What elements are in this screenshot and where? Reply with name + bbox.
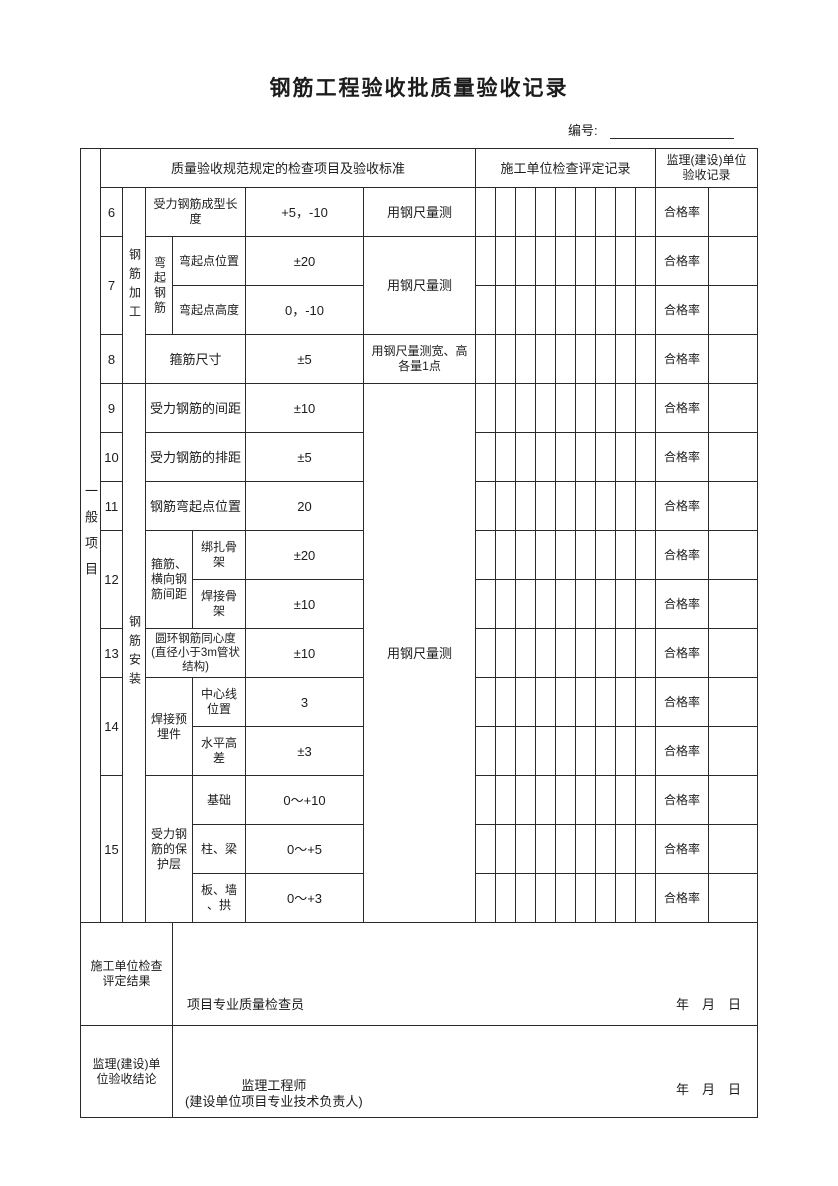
spec-level-difference: ±3 [245,726,363,775]
row-number-13: 13 [100,628,122,677]
method-row8: 用钢尺量测宽、高 各量1点 [363,334,475,383]
pass-rate-cell: 合格率 [655,432,708,481]
spec-bend-start-position: 20 [245,481,363,530]
spec-foundation: 0～+10 [245,775,363,824]
spec-stirrup-size: ±5 [245,334,363,383]
group-rebar-cover: 受力钢 筋的保 护层 [145,775,192,922]
pass-rate-cell: 合格率 [655,873,708,922]
spec-welded-skeleton: ±10 [245,579,363,628]
construction-result-body: 项目专业质量检查员 年 月 日 [172,922,757,1025]
row-number-14: 14 [100,677,122,775]
item-formed-length: 受力钢筋成型长 度 [145,187,245,236]
spec-rebar-spacing: ±10 [245,383,363,432]
item-column-beam: 柱、梁 [192,824,245,873]
spec-rebar-row-spacing: ±5 [245,432,363,481]
category-steel-installation: 钢筋安装 [122,383,145,922]
item-rebar-spacing: 受力钢筋的间距 [145,383,245,432]
measurement-grid [475,187,655,922]
pass-rate-cell: 合格率 [655,187,708,236]
row-number-15: 15 [100,775,122,922]
item-bend-point-height: 弯起点高度 [172,285,245,334]
item-bend-point-position: 弯起点位置 [172,236,245,285]
header-construction-record: 施工单位检查评定记录 [475,148,655,187]
pass-rate-cell: 合格率 [655,481,708,530]
row-number-9: 9 [100,383,122,432]
date-placeholder: 年 月 日 [675,997,741,1012]
pass-rate-cell: 合格率 [655,530,708,579]
pass-rate-cell: 合格率 [655,579,708,628]
spec-formed-length: +5，-10 [245,187,363,236]
item-welded-skeleton: 焊接骨 架 [192,579,245,628]
supervision-record-column [708,187,757,922]
spec-bend-point-height: 0，-10 [245,285,363,334]
inspector-signature-label: 项目专业质量检查员 [187,997,305,1012]
group-welded-embedment: 焊接预 埋件 [145,677,192,775]
item-tied-skeleton: 绑扎骨 架 [192,530,245,579]
form-number-line [610,122,734,139]
pass-rate-cell: 合格率 [655,628,708,677]
row-number-10: 10 [100,432,122,481]
item-bend-start-position: 钢筋弯起点位置 [145,481,245,530]
category-steel-processing: 钢筋加工 [122,187,145,383]
col-general-items: 一般项目 [80,148,100,922]
row-number-7: 7 [100,236,122,334]
group-bent-rebar: 弯起钢筋 [145,236,172,334]
item-centerline-position: 中心线 位置 [192,677,245,726]
spec-slab-wall-arch: 0～+3 [245,873,363,922]
spec-centerline-position: 3 [245,677,363,726]
form-number-label: 编号: [568,123,598,138]
supervision-conclusion-label: 监理(建设)单 位验收结论 [80,1025,172,1118]
supervision-conclusion-body: 监理工程师 (建设单位项目专业技术负责人) 年 月 日 [172,1025,757,1118]
method-row7: 用钢尺量测 [363,236,475,334]
item-level-difference: 水平高 差 [192,726,245,775]
row-number-12: 12 [100,530,122,628]
item-slab-wall-arch: 板、墙 、拱 [192,873,245,922]
spec-bend-point-position: ±20 [245,236,363,285]
item-rebar-row-spacing: 受力钢筋的排距 [145,432,245,481]
pass-rate-cell: 合格率 [655,824,708,873]
pass-rate-cell: 合格率 [655,285,708,334]
engineer-signature-label: 监理工程师 (建设单位项目专业技术负责人) [185,1078,363,1109]
method-row6: 用钢尺量测 [363,187,475,236]
pass-rate-cell: 合格率 [655,383,708,432]
page-title: 钢筋工程验收批质量验收记录 [269,77,569,100]
item-ring-concentricity: 圆环钢筋同心度 (直径小于3m管状 结构) [145,628,245,677]
pass-rate-cell: 合格率 [655,334,708,383]
pass-rate-cell: 合格率 [655,677,708,726]
header-inspection-standards: 质量验收规范规定的检查项目及验收标准 [100,148,475,187]
group-stirrup-transverse-spacing: 箍筋、 横向钢 筋间距 [145,530,192,628]
row-number-6: 6 [100,187,122,236]
item-foundation: 基础 [192,775,245,824]
spec-tied-skeleton: ±20 [245,530,363,579]
row-number-8: 8 [100,334,122,383]
row-number-11: 11 [100,481,122,530]
spec-column-beam: 0～+5 [245,824,363,873]
pass-rate-cell: 合格率 [655,236,708,285]
pass-rate-cell: 合格率 [655,775,708,824]
date-placeholder: 年 月 日 [675,1082,741,1097]
header-supervision-record: 监理(建设)单位 验收记录 [655,148,757,187]
spec-ring-concentricity: ±10 [245,628,363,677]
method-rows-9-15: 用钢尺量测 [363,383,475,922]
construction-result-label: 施工单位检查 评定结果 [80,922,172,1025]
pass-rate-cell: 合格率 [655,726,708,775]
item-stirrup-size: 箍筋尺寸 [145,334,245,383]
